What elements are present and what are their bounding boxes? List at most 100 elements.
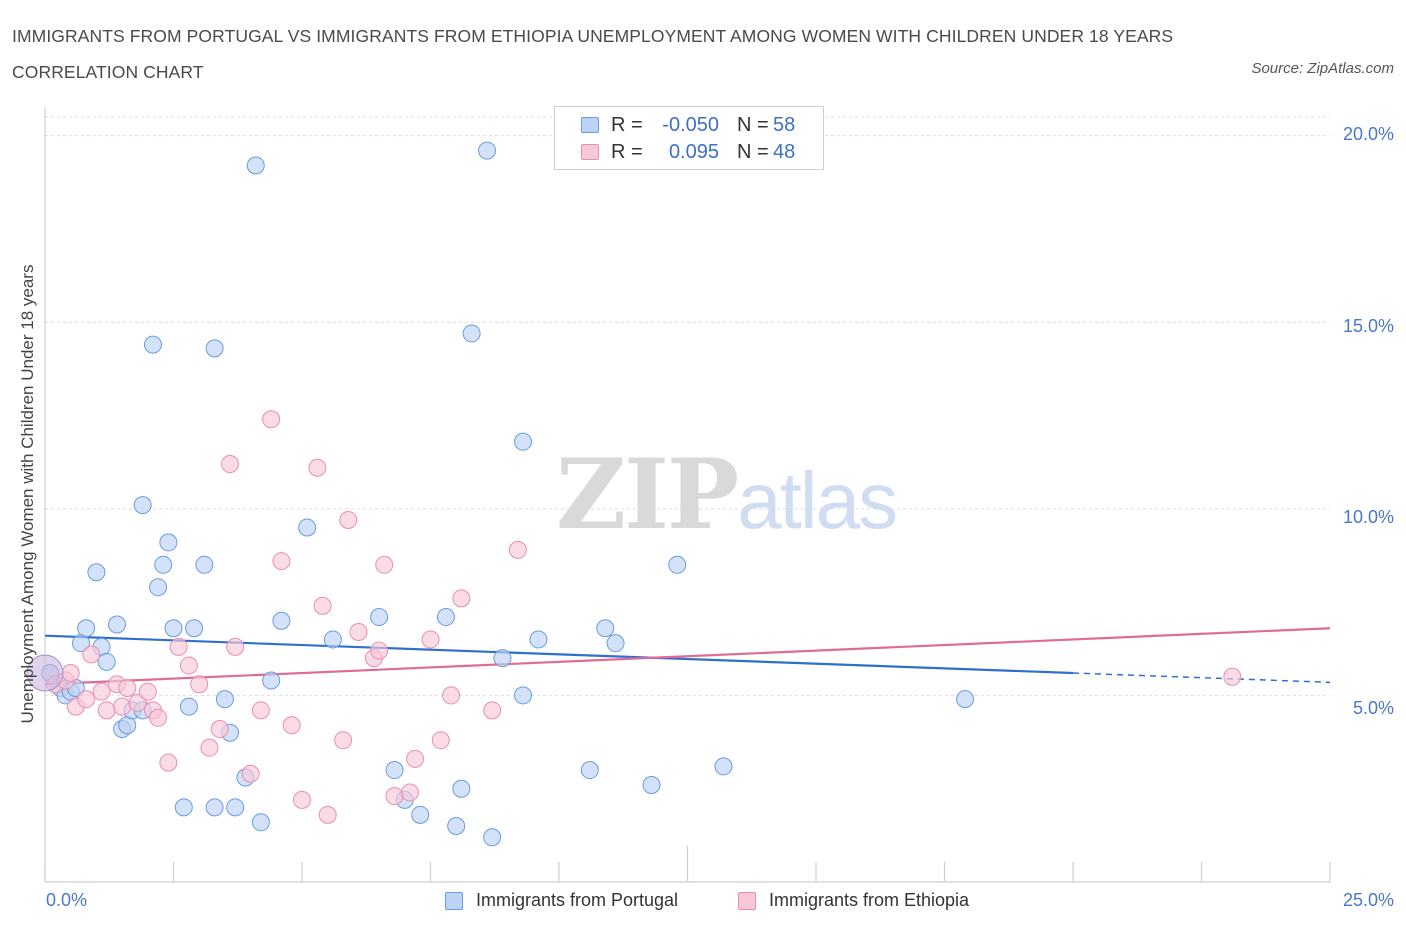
portugal-point [668, 555, 687, 574]
ethiopia-point [452, 589, 471, 608]
portugal-point [436, 608, 455, 627]
ethiopia-point [77, 690, 96, 709]
ethiopia-point [349, 622, 368, 641]
trend-lines [44, 627, 1331, 686]
portugal-point [205, 798, 224, 817]
portugal-point [411, 805, 430, 824]
stats-box: R = -0.050 N = 58 R = 0.095 N = 48 [554, 106, 824, 170]
ethiopia-point [138, 682, 157, 701]
ethiopia-point [1223, 667, 1242, 686]
source-credit: Source: ZipAtlas.com [1251, 60, 1394, 77]
ethiopia-point [339, 511, 358, 530]
r-label: R = [611, 141, 643, 163]
portugal-swatch [581, 117, 599, 133]
ethiopia-point [483, 701, 502, 720]
watermark-zip: ZIP [556, 438, 739, 551]
portugal-point [226, 798, 245, 817]
portugal-point [185, 619, 204, 638]
stats-row-portugal: R = -0.050 N = 58 [555, 111, 823, 139]
ethiopia-trend-line [44, 627, 1331, 686]
ethiopia-point [61, 664, 80, 683]
ethiopia-point [293, 790, 311, 809]
portugal-point [174, 798, 193, 817]
watermark: ZIPatlas [556, 438, 898, 551]
axes [44, 107, 1331, 883]
portugal-point [462, 324, 481, 343]
ethiopia-point [313, 596, 332, 615]
portugal-point [580, 761, 599, 780]
portugal-point [385, 761, 404, 780]
ethiopia-point [262, 410, 281, 429]
ethiopia-point [210, 720, 229, 738]
portugal-point [478, 141, 497, 160]
legend-swatch-portugal [445, 892, 463, 910]
y-tick-label-20: 20.0% [1342, 124, 1394, 144]
portugal-point [205, 339, 224, 358]
portugal-trend-extension [1072, 672, 1331, 684]
x-tick-label-min: 0.0% [46, 890, 88, 910]
legend-label: Immigrants from Portugal [476, 890, 679, 910]
ethiopia-point [169, 637, 188, 656]
portugal-point [154, 555, 173, 574]
portugal-point [133, 496, 152, 515]
portugal-point [370, 608, 389, 627]
ethiopia-point [385, 787, 404, 806]
ethiopia-point [92, 682, 111, 701]
ethiopia-point [431, 731, 450, 750]
portugal-point [246, 156, 265, 175]
ethiopia-point [113, 697, 132, 716]
ethiopia-point [159, 753, 178, 772]
ethiopia-point [190, 675, 209, 694]
n-label: N = [737, 141, 769, 163]
ethiopia-point [149, 708, 168, 727]
ethiopia-point [400, 783, 419, 802]
y-tick-label-15: 15.0% [1342, 316, 1394, 336]
portugal-point [179, 697, 198, 716]
portugal-point [215, 690, 234, 709]
portugal-point [606, 634, 625, 653]
ethiopia-point [251, 701, 270, 720]
ethiopia-swatch [581, 144, 599, 160]
portugal-point [452, 779, 471, 798]
ethiopia-point [128, 693, 147, 712]
ethiopia-point [421, 630, 440, 649]
ethiopia-point [508, 540, 527, 559]
ethiopia-point [308, 458, 327, 477]
n-value: 58 [773, 114, 796, 136]
ethiopia-point [282, 716, 301, 735]
portugal-point [97, 652, 116, 671]
ethiopia-point [97, 701, 116, 720]
portugal-point [195, 555, 214, 574]
ethiopia-point [406, 749, 425, 768]
portugal-point [298, 518, 317, 537]
portugal-point [529, 630, 548, 649]
ethiopia-point [442, 686, 461, 705]
portugal-point [251, 813, 270, 832]
portugal-point [159, 533, 178, 552]
portugal-point [143, 335, 162, 354]
portugal-point [262, 671, 281, 690]
portugal-point [642, 775, 661, 794]
n-value: 48 [773, 141, 796, 163]
portugal-point [714, 757, 733, 776]
portugal-point [514, 686, 533, 705]
portugal-point [447, 817, 466, 836]
portugal-point [87, 563, 106, 582]
x-tick-label-max: 25.0% [1342, 890, 1394, 910]
portugal-point [164, 619, 183, 638]
ethiopia-point [375, 555, 394, 574]
y-tick-label-10: 10.0% [1342, 507, 1394, 527]
ethiopia-point [226, 637, 245, 656]
gridlines [45, 116, 1330, 696]
ethiopia-point [200, 738, 219, 757]
watermark-atlas: atlas [737, 456, 898, 545]
portugal-point [107, 615, 126, 634]
portugal-point [118, 716, 137, 735]
n-label: N = [737, 114, 769, 136]
data-points [26, 141, 1242, 847]
portugal-point [493, 649, 512, 668]
y-tick-label-5: 5.0% [1352, 698, 1394, 718]
portugal-point [272, 611, 291, 630]
y-axis-label: Unemployment Among Women with Children U… [18, 264, 37, 724]
r-label: R = [611, 114, 643, 136]
